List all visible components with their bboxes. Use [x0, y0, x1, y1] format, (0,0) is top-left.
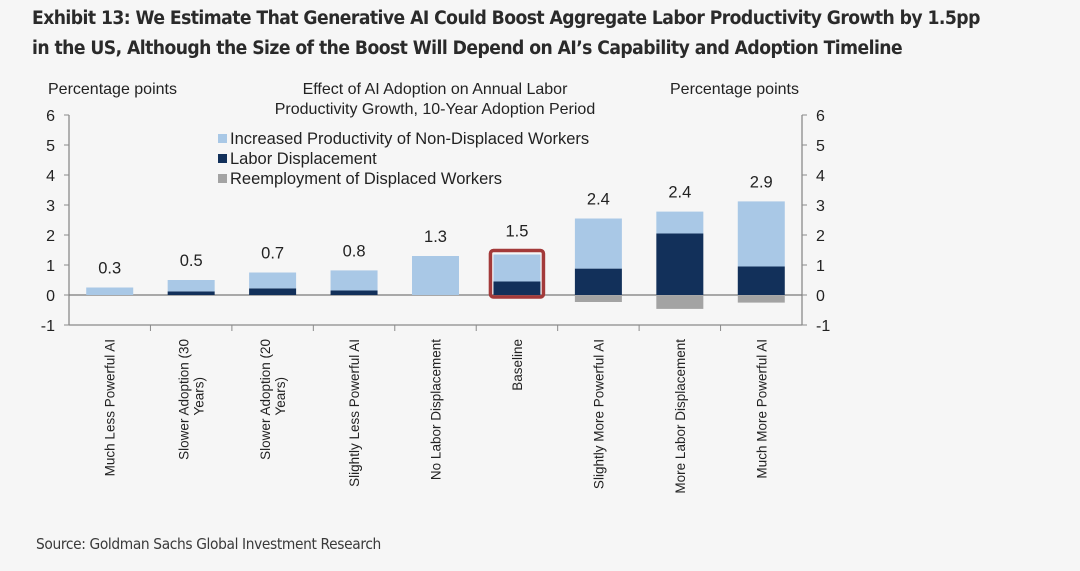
chart-titles: Percentage points Percentage points Effect…	[48, 81, 799, 118]
x-category-label: Slightly Less Powerful AI	[347, 339, 362, 487]
right-axis-unit-label: Percentage points	[670, 81, 799, 98]
right-y-tick-label: 6	[816, 108, 825, 125]
left-axis-unit-label: Percentage points	[48, 81, 177, 98]
right-y-tick-label: 1	[816, 258, 825, 275]
chart-title-line: Effect of AI Adoption on Annual Labor	[303, 81, 568, 98]
x-category-label-line: Years)	[192, 377, 207, 416]
x-category-label: Slightly More Powerful AI	[591, 339, 606, 489]
legend-label-displacement: Labor Displacement	[230, 150, 377, 168]
x-category-label-line: Slightly More Powerful AI	[591, 339, 606, 489]
legend-label-productivity: Increased Productivity of Non-Displaced …	[230, 130, 589, 148]
legend-swatch-displacement	[218, 154, 227, 163]
right-y-tick-label: -1	[816, 318, 830, 335]
bar-segment-displacement	[493, 281, 541, 295]
bar-segment-productivity	[737, 201, 785, 267]
exhibit-title: Exhibit 13: We Estimate That Generative …	[32, 8, 980, 59]
x-category-label: Much Less Powerful AI	[103, 339, 118, 476]
left-y-tick-label: 0	[46, 288, 55, 305]
bar-segment-productivity	[574, 218, 622, 269]
bar-total-label: 2.4	[587, 191, 610, 209]
bar-total-label: 1.3	[424, 228, 447, 246]
left-y-tick-label: 6	[46, 108, 55, 125]
bar-segment-productivity	[412, 256, 459, 295]
bar-total-label: 0.7	[261, 245, 284, 263]
bar-segment-productivity	[330, 270, 378, 291]
x-category-label-line: Slower Adoption (20	[258, 339, 273, 460]
x-category-label-line: Slower Adoption (30	[177, 339, 192, 460]
left-y-tick-label: 1	[46, 258, 55, 275]
bar-segment-displacement	[167, 291, 215, 295]
bar-segment-productivity	[167, 280, 215, 292]
x-category-label-line: Much Less Powerful AI	[103, 339, 118, 476]
bar-segment-productivity	[249, 272, 297, 289]
bar-total-label: 1.5	[505, 223, 528, 241]
bar-segment-displacement	[737, 266, 785, 295]
x-category-label-line: More Labor Displacement	[673, 339, 688, 494]
right-y-tick-label: 4	[816, 168, 825, 185]
x-category-label: Baseline	[510, 339, 525, 391]
chart-data-labels: 0.3 0.5 0.7 0.8 1.3 1.5 2.4 2.4 2.9	[98, 173, 772, 277]
bar-segment-displacement	[574, 268, 622, 295]
bar-total-label: 2.4	[668, 184, 691, 202]
chart-title-line: Productivity Growth, 10-Year Adoption Pe…	[275, 101, 595, 118]
x-category-label-line: Much More Powerful AI	[754, 339, 769, 479]
x-category-label-line: Years)	[273, 377, 288, 416]
chart-bars	[86, 201, 785, 309]
bar-segment-reemployment	[574, 296, 622, 302]
bar-segment-productivity	[656, 211, 704, 234]
bar-segment-displacement	[330, 290, 378, 295]
bar-total-label: 0.3	[98, 260, 121, 278]
x-category-label: More Labor Displacement	[673, 339, 688, 494]
bar-segment-displacement	[249, 288, 297, 295]
legend-swatch-reemployment	[218, 174, 227, 183]
bar-total-label: 2.9	[750, 173, 773, 191]
right-y-tick-label: 3	[816, 198, 825, 215]
chart-legend: Increased Productivity of Non-Displaced …	[218, 130, 589, 188]
right-y-tick-label: 2	[816, 228, 825, 245]
source-note: Source: Goldman Sachs Global Investment …	[36, 535, 381, 553]
legend-swatch-productivity	[218, 134, 227, 143]
x-category-label-line: Baseline	[510, 339, 525, 391]
bar-total-label: 0.8	[343, 242, 366, 260]
right-y-tick-label: 5	[816, 138, 825, 155]
left-y-tick-label: 3	[46, 198, 55, 215]
bar-segment-reemployment	[656, 296, 704, 309]
left-y-tick-label: -1	[41, 318, 55, 335]
x-category-label: Slower Adoption (30 Years)	[177, 339, 207, 460]
left-y-tick-label: 5	[46, 138, 55, 155]
x-category-label-line: Slightly Less Powerful AI	[347, 339, 362, 487]
bar-segment-productivity	[86, 287, 134, 295]
bar-segment-reemployment	[737, 296, 785, 303]
x-axis-labels: Much Less Powerful AI Slower Adoption (30…	[103, 339, 770, 494]
right-y-tick-label: 0	[816, 288, 825, 305]
x-category-label: Much More Powerful AI	[754, 339, 769, 479]
left-y-tick-label: 4	[46, 168, 55, 185]
x-category-label: Slower Adoption (20 Years)	[258, 339, 288, 460]
baseline-highlight-box	[488, 248, 546, 299]
bar-total-label: 0.5	[180, 252, 203, 270]
legend-label-reemployment: Reemployment of Displaced Workers	[230, 170, 502, 188]
x-category-label-line: No Labor Displacement	[429, 339, 444, 480]
left-y-tick-label: 2	[46, 228, 55, 245]
x-category-label: No Labor Displacement	[429, 339, 444, 480]
bar-segment-productivity	[493, 254, 541, 282]
bar-segment-displacement	[656, 233, 704, 295]
